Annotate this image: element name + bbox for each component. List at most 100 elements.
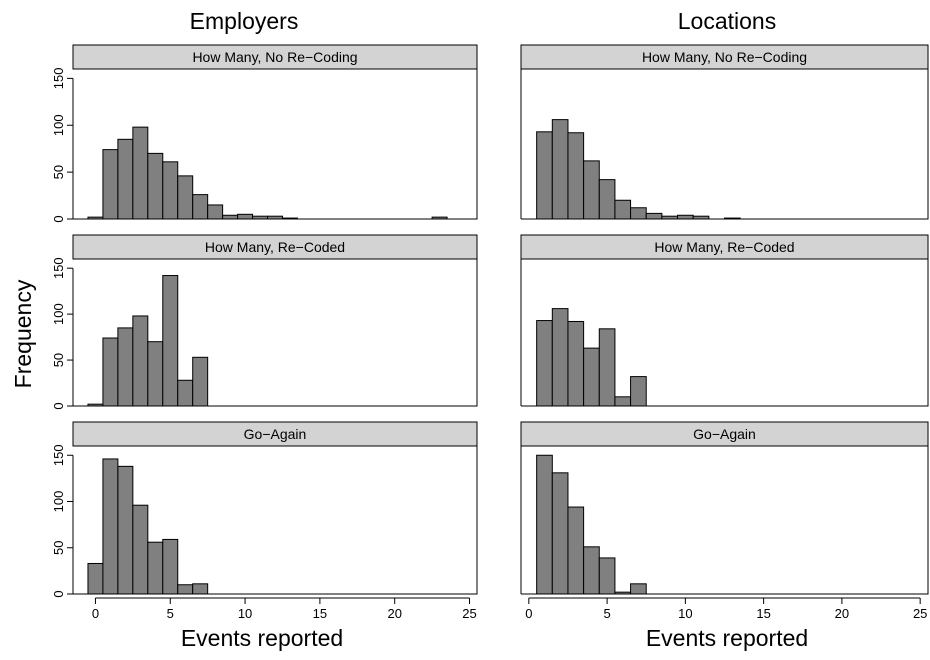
employers-panel-3-bar	[132, 504, 149, 595]
locations-panel-1-strip-label: How Many, No Re−Coding	[642, 49, 807, 65]
employers-panel-3-x-tick-label: 0	[92, 606, 99, 621]
locations-panel-1-bar	[630, 207, 647, 220]
employers-panel-1-strip	[72, 44, 478, 70]
locations-panel-2-bar	[567, 320, 585, 407]
employers-panel-3-bar	[147, 541, 164, 595]
employers-panel-2-y-tick-label: 50	[51, 353, 66, 367]
employers-panel-3-bar	[102, 458, 119, 595]
x-axis-label-employers: Events reported	[181, 625, 343, 651]
employers-panel-1-bar	[207, 204, 224, 220]
locations-panel-1-bar	[598, 179, 616, 220]
employers-panel-1-frame	[73, 68, 478, 220]
locations-panel-3-bar	[551, 472, 569, 595]
employers-panel-1-bar	[162, 161, 179, 220]
employers-panel-2-strip-label: How Many, Re−Coded	[205, 239, 345, 255]
employers-panel-3-y-tick-label: 150	[51, 444, 66, 466]
locations-panel-1-bar	[551, 119, 569, 220]
employers-panel-3-y-tick-label: 50	[51, 541, 66, 555]
employers-panel-3-strip-label: Go−Again	[244, 426, 307, 442]
locations-panel-3-strip-label: Go−Again	[693, 426, 756, 442]
employers-panel-2: How Many, Re−Coded 0 50 100 150	[51, 234, 478, 410]
employers-panel-3-bar	[192, 583, 209, 595]
employers-panel-2-bar	[147, 341, 164, 407]
locations-panel-2-bar	[583, 347, 600, 407]
locations-panel-3-x-tick-label: 0	[525, 606, 532, 621]
employers-panel-2-y-tick-label: 100	[51, 303, 66, 325]
locations-panel-2-bar	[551, 308, 569, 407]
locations-panel-2-bar	[536, 320, 553, 407]
employers-panel-1-bar	[177, 175, 194, 220]
employers-panel-3-bar	[87, 562, 104, 595]
employers-panel-3-bar	[117, 465, 134, 595]
locations-panel-2-bar	[630, 376, 647, 407]
y-axis-label: Frequency	[10, 279, 36, 388]
employers-panel-1-strip-label: How Many, No Re−Coding	[192, 49, 357, 65]
employers-panel-2-bar	[117, 327, 134, 407]
employers-panel-1: How Many, No Re−Coding 0 50 100 150	[51, 44, 478, 223]
employers-panel-2-bar	[102, 337, 119, 407]
locations-panel-2-strip-label: How Many, Re−Coded	[654, 239, 794, 255]
locations-panel-3-strip	[520, 421, 929, 447]
locations-panel-3-x-tick-label: 20	[835, 606, 849, 621]
employers-panel-3-y-tick-label: 0	[51, 590, 66, 597]
locations-panel-3-bar	[630, 583, 647, 595]
locations-panel-3-frame	[521, 445, 929, 595]
locations-panel-1-frame	[521, 68, 929, 220]
employers-panel-3-strip	[72, 421, 478, 447]
locations-panel-2-strip	[520, 234, 929, 260]
locations-panel-3-x-tick-label: 5	[603, 606, 610, 621]
employers-panel-3-x-tick-label: 10	[238, 606, 252, 621]
employers-panel-1-bar	[222, 214, 239, 220]
employers-panel-3-y-tick-label: 100	[51, 491, 66, 513]
locations-panel-3-bar	[567, 506, 585, 595]
employers-panel-3-frame	[73, 445, 478, 595]
employers-panel-1-y-tick-label: 0	[51, 215, 66, 222]
employers-panel-1-y-tick-label: 100	[51, 114, 66, 136]
locations-panel-3: Go−Again 0 5 10 15 20 25	[520, 421, 929, 621]
employers-panel-3-x-tick-label: 5	[167, 606, 174, 621]
employers-panel-2-y-tick-label: 150	[51, 257, 66, 279]
locations-panel-3-x-tick-label: 10	[678, 606, 692, 621]
locations-panel-3-bar	[598, 557, 616, 595]
employers-panel-3-x-tick-label: 15	[313, 606, 327, 621]
locations-panel-1-bar	[677, 214, 694, 220]
employers-panel-3-x-tick-label: 20	[387, 606, 401, 621]
employers-panel-1-bar	[192, 194, 209, 220]
employers-panel-2-y-tick-label: 0	[51, 402, 66, 409]
locations-panel-2: How Many, Re−Coded	[520, 234, 929, 407]
locations-panel-2-bar	[614, 396, 632, 407]
locations-panel-1-bar	[536, 131, 553, 220]
employers-panel-3-bar	[177, 584, 194, 595]
employers-panel-1-bar	[147, 152, 164, 220]
locations-panel-1: How Many, No Re−Coding	[520, 44, 929, 220]
x-axis-label-locations: Events reported	[646, 625, 808, 651]
employers-panel-1-y-tick-label: 50	[51, 165, 66, 179]
employers-panel-2-frame	[73, 258, 478, 407]
employers-panel-1-bar	[102, 149, 119, 220]
locations-panel-2-frame	[521, 258, 929, 407]
employers-panel-3-bar	[162, 538, 179, 595]
locations-panel-2-bar	[598, 328, 616, 407]
locations-panel-1-bar	[614, 199, 632, 220]
employers-panel-2-bar	[177, 379, 194, 407]
employers-panel-1-y-tick-label: 150	[51, 68, 66, 90]
locations-panel-1-bar	[567, 132, 585, 220]
locations-panel-3-bar	[536, 454, 553, 595]
column-title-employers: Employers	[190, 8, 299, 34]
employers-panel-2-bar	[192, 356, 209, 407]
employers-panel-3: Go−Again 0 50 100 150 0 5 10 15 20 25	[51, 421, 478, 621]
employers-panel-1-bar	[117, 138, 134, 220]
locations-panel-1-bar	[583, 160, 600, 220]
employers-panel-2-bar	[162, 275, 179, 407]
employers-panel-1-bar	[132, 126, 149, 220]
locations-panel-3-x-tick-label: 15	[756, 606, 770, 621]
employers-panel-2-bar	[132, 315, 149, 407]
employers-panel-3-x-tick-label: 25	[462, 606, 476, 621]
column-title-locations: Locations	[678, 8, 776, 34]
locations-panel-3-bar	[583, 546, 600, 595]
employers-panel-1-bar	[237, 213, 254, 220]
locations-panel-1-bar	[645, 212, 663, 220]
locations-panel-3-x-tick-label: 25	[913, 606, 927, 621]
